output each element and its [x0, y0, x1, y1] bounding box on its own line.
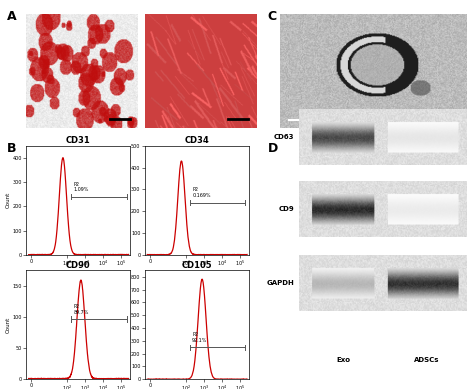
Text: CD63: CD63	[273, 134, 294, 140]
Title: CD34: CD34	[184, 136, 209, 145]
Text: P2
0.169%: P2 0.169%	[192, 187, 211, 198]
Title: CD31: CD31	[66, 136, 91, 145]
Text: CD9: CD9	[278, 206, 294, 212]
Title: CD90: CD90	[66, 261, 91, 270]
Text: C: C	[268, 10, 277, 23]
Text: Exo: Exo	[336, 357, 350, 363]
Title: CD105: CD105	[182, 261, 212, 270]
Text: B: B	[7, 142, 17, 155]
Text: A: A	[7, 10, 17, 23]
Y-axis label: Count: Count	[6, 317, 11, 333]
Y-axis label: Count: Count	[6, 192, 11, 209]
Text: ADSCs: ADSCs	[414, 357, 439, 363]
Text: P2
92.1%: P2 92.1%	[192, 332, 208, 343]
Text: GAPDH: GAPDH	[266, 280, 294, 286]
Text: P2
1.09%: P2 1.09%	[74, 182, 89, 192]
Text: D: D	[268, 142, 278, 155]
Text: P2
89.7%: P2 89.7%	[74, 304, 89, 315]
